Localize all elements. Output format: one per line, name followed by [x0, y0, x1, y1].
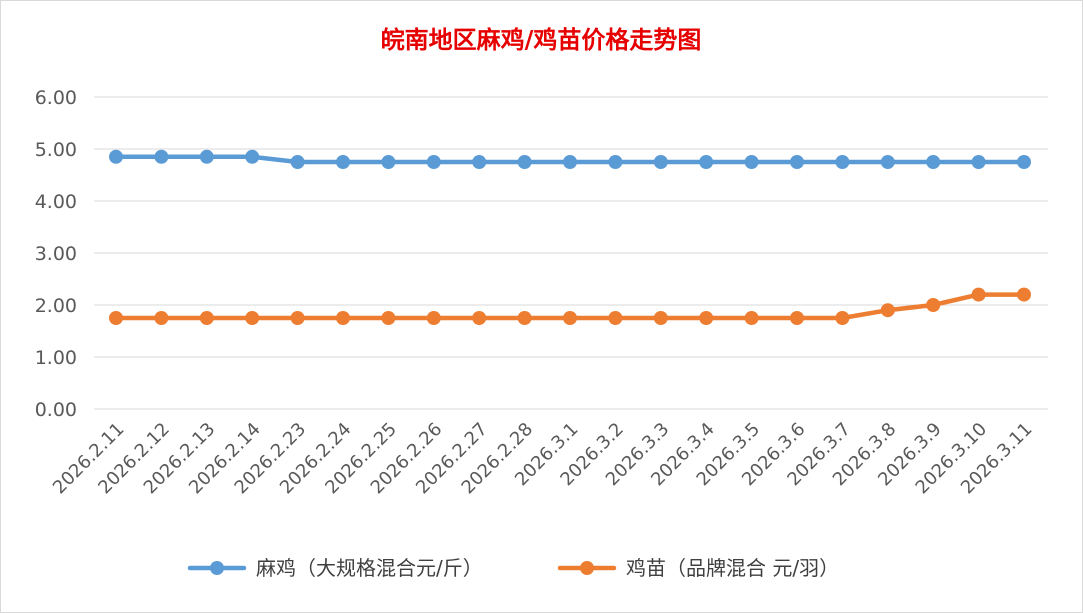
data-point — [971, 287, 986, 302]
data-point — [199, 149, 214, 164]
data-point — [426, 311, 441, 325]
data-point — [426, 155, 441, 169]
legend-label: 麻鸡（大规格混合元/斤） — [256, 556, 483, 580]
y-axis-ticks: 0.00 1.00 2.00 3.00 4.00 5.00 6.00 — [35, 87, 77, 421]
y-tick-label: 5.00 — [35, 139, 77, 161]
data-point — [835, 155, 850, 169]
y-tick-label: 3.00 — [35, 243, 77, 265]
data-point — [381, 311, 396, 325]
legend-marker — [580, 561, 594, 575]
data-point — [472, 311, 487, 325]
series-1 — [109, 149, 1031, 169]
y-tick-label: 6.00 — [35, 87, 77, 109]
y-tick-label: 1.00 — [35, 347, 77, 369]
data-point — [563, 311, 577, 325]
data-point — [1017, 287, 1031, 302]
data-point — [290, 311, 305, 325]
data-point — [245, 311, 260, 325]
data-point — [790, 155, 804, 169]
data-point — [608, 311, 623, 325]
gridlines — [94, 96, 1048, 410]
data-point — [245, 149, 260, 164]
data-point — [109, 149, 123, 164]
y-tick-label: 2.00 — [35, 295, 77, 317]
data-point — [381, 155, 396, 169]
legend-label: 鸡苗（品牌混合 元/羽） — [626, 556, 839, 580]
data-point — [290, 155, 305, 169]
legend-marker — [210, 561, 224, 575]
data-point — [880, 155, 895, 169]
data-point — [971, 155, 986, 169]
data-point — [744, 155, 759, 169]
data-point — [926, 298, 941, 312]
data-point — [699, 311, 714, 325]
data-point — [926, 155, 941, 169]
data-point — [1017, 155, 1031, 169]
data-point — [790, 311, 804, 325]
x-axis-ticks: 2026.2.112026.2.122026.2.132026.2.142026… — [49, 419, 1037, 499]
series-layer — [109, 149, 1031, 325]
data-point — [472, 155, 487, 169]
data-point — [608, 155, 623, 169]
data-point — [835, 311, 850, 325]
data-point — [653, 155, 668, 169]
data-point — [653, 311, 668, 325]
y-tick-label: 4.00 — [35, 191, 77, 213]
data-point — [517, 311, 532, 325]
data-point — [154, 311, 169, 325]
series-2 — [109, 287, 1031, 325]
data-point — [699, 155, 714, 169]
data-point — [109, 311, 123, 325]
data-point — [880, 303, 895, 318]
legend-item: 麻鸡（大规格混合元/斤） — [187, 556, 483, 580]
data-point — [154, 149, 169, 164]
data-point — [336, 311, 350, 325]
data-point — [744, 311, 759, 325]
y-tick-label: 0.00 — [35, 399, 77, 421]
chart-title: 皖南地区麻鸡/鸡苗价格走势图 — [381, 25, 702, 54]
legend-item: 鸡苗（品牌混合 元/羽） — [557, 556, 839, 580]
data-point — [336, 155, 350, 169]
legend: 麻鸡（大规格混合元/斤） 鸡苗（品牌混合 元/羽） — [187, 556, 839, 580]
data-point — [517, 155, 532, 169]
data-point — [563, 155, 577, 169]
data-point — [199, 311, 214, 325]
